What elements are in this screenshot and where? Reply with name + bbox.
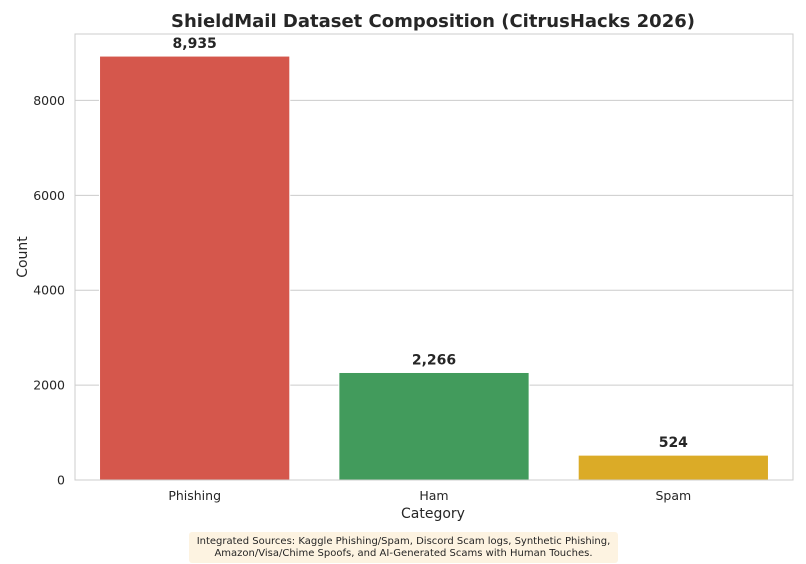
value-label-phishing: 8,935	[173, 36, 217, 52]
y-tick-label: 8000	[33, 93, 65, 108]
value-label-ham: 2,266	[412, 352, 456, 368]
y-tick-label: 6000	[33, 188, 65, 203]
x-tick-label-ham: Ham	[419, 488, 448, 503]
x-ticks: Phishing Ham Spam	[168, 488, 691, 503]
value-labels: 8,935 2,266 524	[173, 36, 689, 451]
x-tick-label-phishing: Phishing	[168, 488, 221, 503]
bars	[99, 55, 769, 481]
y-ticks: 0 2000 4000 6000 8000	[33, 93, 65, 488]
sources-footnote: Integrated Sources: Kaggle Phishing/Spam…	[189, 532, 618, 563]
y-axis-label: Count	[15, 236, 31, 278]
value-label-spam: 524	[659, 435, 688, 451]
bar-chart: ShieldMail Dataset Composition (CitrusHa…	[15, 11, 794, 522]
y-tick-label: 2000	[33, 378, 65, 393]
bar-ham	[338, 371, 530, 481]
footnote-line-2: Amazon/Visa/Chime Spoofs, and AI-Generat…	[214, 547, 593, 559]
y-tick-label: 4000	[33, 283, 65, 298]
bar-spam	[577, 454, 769, 481]
y-tick-label: 0	[57, 473, 65, 488]
x-axis-label: Category	[401, 506, 465, 522]
x-tick-label-spam: Spam	[655, 488, 691, 503]
plot-frame	[74, 33, 794, 481]
chart-title: ShieldMail Dataset Composition (CitrusHa…	[171, 11, 695, 32]
bar-phishing	[99, 55, 291, 481]
footnote-line-1: Integrated Sources: Kaggle Phishing/Spam…	[196, 535, 611, 547]
